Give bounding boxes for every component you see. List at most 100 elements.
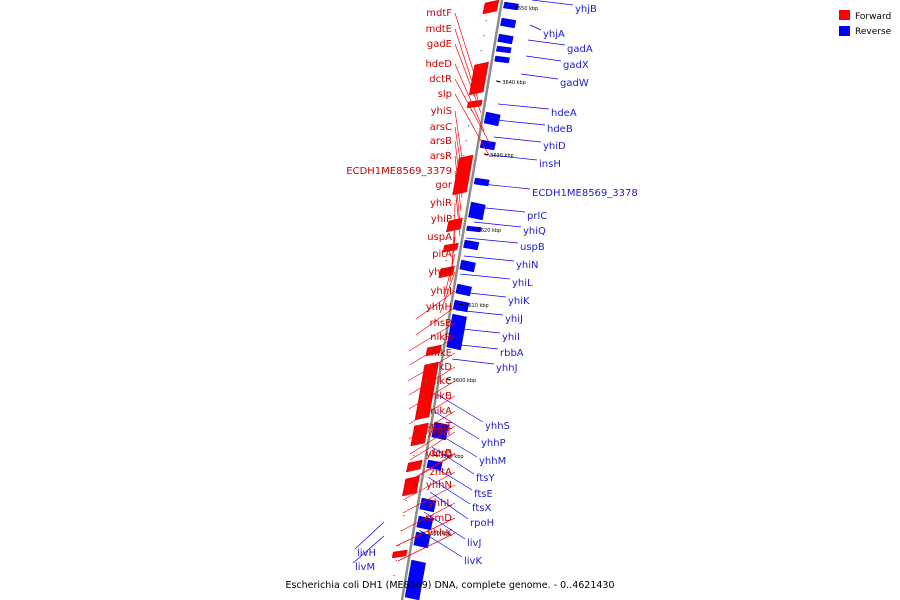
forward-gene-label[interactable]: hdeD <box>425 59 452 70</box>
forward-gene-label[interactable]: yhhK <box>427 528 453 539</box>
reverse-gene-label[interactable]: rpoH <box>470 518 494 529</box>
forward-gene-label[interactable]: yhhQ <box>426 449 453 460</box>
reverse-gene-label[interactable]: ftsY <box>476 473 495 484</box>
reverse-gene-label[interactable]: rbbA <box>500 348 524 359</box>
reverse-gene-label[interactable]: hdeB <box>547 124 573 135</box>
minor-tick <box>438 305 440 307</box>
forward-leader-line <box>400 502 456 532</box>
forward-gene-label[interactable]: mdtF <box>426 8 452 19</box>
forward-gene-feature[interactable] <box>482 0 500 15</box>
forward-gene-label[interactable]: nikD <box>429 362 452 373</box>
reverse-gene-label[interactable]: yhjA <box>543 29 565 40</box>
forward-gene-label[interactable]: yhhN <box>426 480 452 491</box>
forward-gene-label[interactable]: arsB <box>430 136 452 147</box>
forward-gene-label[interactable]: nikA <box>430 406 452 417</box>
reverse-gene-feature[interactable] <box>416 515 434 531</box>
reverse-gene-feature[interactable] <box>503 1 519 11</box>
reverse-leader-line <box>529 24 542 31</box>
reverse-gene-label[interactable]: livJ <box>467 538 481 549</box>
reverse-gene-label[interactable]: gadX <box>563 60 589 71</box>
forward-gene-feature[interactable] <box>410 422 429 447</box>
reverse-gene-label[interactable]: yhiN <box>516 260 539 271</box>
reverse-gene-feature[interactable] <box>479 139 496 151</box>
reverse-gene-label[interactable]: prlC <box>527 211 547 222</box>
reverse-gene-feature[interactable] <box>483 111 501 127</box>
reverse-gene-label[interactable]: yhiK <box>508 296 530 307</box>
reverse-gene-label[interactable]: gadW <box>560 78 589 89</box>
forward-gene-feature[interactable] <box>452 154 474 196</box>
reverse-gene-label[interactable]: gadA <box>567 44 593 55</box>
forward-gene-label[interactable]: zntA <box>430 467 453 478</box>
reverse-gene-feature[interactable] <box>459 259 476 273</box>
reverse-gene-feature[interactable] <box>446 313 467 351</box>
tick-mark <box>446 378 451 381</box>
reverse-gene-label[interactable]: ftsE <box>474 489 493 500</box>
reverse-gene-feature[interactable] <box>473 177 490 187</box>
forward-gene-label[interactable]: slp <box>438 89 452 100</box>
forward-gene-label[interactable]: gadE <box>427 39 452 50</box>
reverse-gene-feature[interactable] <box>431 421 449 441</box>
reverse-gene-label[interactable]: uspB <box>520 242 545 253</box>
reverse-gene-label[interactable]: livH <box>357 548 376 559</box>
reverse-gene-feature[interactable] <box>452 299 470 313</box>
forward-gene-label[interactable]: ECDH1ME8569_3379 <box>346 166 452 177</box>
forward-leader-line <box>408 452 456 482</box>
forward-gene-feature[interactable] <box>391 549 408 559</box>
forward-gene-label[interactable]: yhiP <box>431 214 452 225</box>
reverse-gene-feature[interactable] <box>497 33 514 45</box>
forward-gene-label[interactable]: rsmD <box>425 513 452 524</box>
forward-labels-layer: mdtF mdtE gadE hdeD dctR slp yhiS arsC arsB arsR E… <box>346 8 491 562</box>
reverse-gene-label[interactable]: yhjB <box>575 4 597 15</box>
reverse-gene-label[interactable]: ECDH1ME8569_3378 <box>532 188 638 199</box>
forward-gene-feature[interactable] <box>414 361 439 421</box>
forward-gene-label[interactable]: arsC <box>430 122 452 133</box>
reverse-gene-label[interactable]: hdeA <box>551 108 577 119</box>
reverse-gene-label[interactable]: insH <box>539 159 561 170</box>
forward-gene-label[interactable]: nikE <box>431 348 452 359</box>
reverse-gene-feature[interactable] <box>468 201 486 221</box>
forward-gene-label[interactable]: yhhH <box>426 302 452 313</box>
reverse-gene-feature[interactable] <box>404 559 426 600</box>
forward-gene-label[interactable]: gor <box>435 180 452 191</box>
forward-gene-label[interactable]: nikR <box>430 332 452 343</box>
forward-gene-label[interactable]: yhiM <box>428 267 452 278</box>
forward-gene-feature[interactable] <box>406 459 423 473</box>
reverse-gene-feature[interactable] <box>455 283 472 297</box>
reverse-gene-feature[interactable] <box>494 55 510 64</box>
reverse-gene-label[interactable]: yhiQ <box>523 226 546 237</box>
reverse-gene-label[interactable]: livK <box>464 556 482 567</box>
reverse-gene-feature[interactable] <box>463 239 480 251</box>
forward-gene-label[interactable]: mdtE <box>426 24 452 35</box>
reverse-gene-label[interactable]: yhhJ <box>496 363 518 374</box>
forward-gene-label[interactable]: yhiR <box>430 198 452 209</box>
forward-leader-line <box>454 170 461 225</box>
forward-leader-line <box>408 410 456 440</box>
forward-gene-label[interactable]: pitA <box>432 249 452 260</box>
forward-gene-label[interactable]: dctR <box>429 74 452 85</box>
reverse-gene-label[interactable]: yhiI <box>502 332 520 343</box>
reverse-gene-feature[interactable] <box>500 17 517 29</box>
reverse-gene-label[interactable]: livM <box>355 562 375 573</box>
reverse-gene-label[interactable]: ftsX <box>472 503 491 514</box>
forward-gene-label[interactable]: uspA <box>427 232 452 243</box>
reverse-gene-label[interactable]: yhhS <box>485 421 510 432</box>
forward-gene-label[interactable]: nikC <box>430 376 452 387</box>
forward-gene-label[interactable]: arsR <box>430 151 452 162</box>
reverse-gene-label[interactable]: yhiL <box>512 278 533 289</box>
forward-gene-label[interactable]: yhhT <box>427 427 453 438</box>
forward-gene-feature[interactable] <box>402 475 420 497</box>
reverse-gene-label[interactable]: yhiD <box>543 141 566 152</box>
reverse-gene-feature[interactable] <box>495 45 512 54</box>
forward-gene-label[interactable]: yhhL <box>428 498 453 509</box>
forward-gene-label[interactable]: rhsB <box>430 318 452 329</box>
forward-gene-label[interactable]: acpT <box>428 421 453 432</box>
reverse-gene-label[interactable]: yhiJ <box>505 314 523 325</box>
forward-gene-label[interactable]: dcrB <box>429 448 452 459</box>
forward-gene-label[interactable]: yhiS <box>431 106 452 117</box>
forward-gene-label[interactable]: yhhI <box>430 286 452 297</box>
reverse-gene-label[interactable]: yhhP <box>481 438 506 449</box>
reverse-leader-line <box>427 462 473 491</box>
forward-gene-feature[interactable] <box>466 99 483 109</box>
reverse-gene-label[interactable]: yhhM <box>479 456 506 467</box>
